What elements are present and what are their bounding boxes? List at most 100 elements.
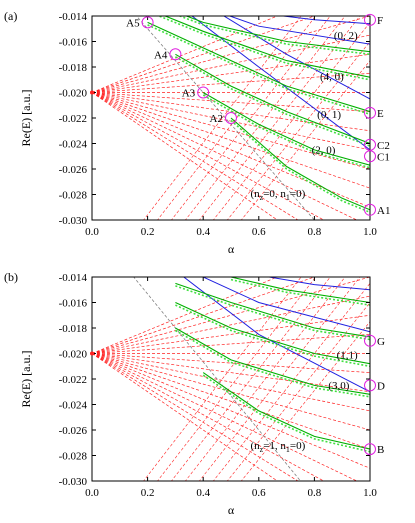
red-dashed-line	[184, 277, 346, 481]
marker-circle	[197, 86, 210, 99]
red-dashed-line	[92, 92, 358, 220]
red-dashed-line	[226, 41, 370, 220]
green-dotted-curve	[230, 278, 370, 306]
panel-label: (b)	[4, 270, 18, 284]
marker-label: A3	[182, 88, 196, 100]
red-dashed-line	[92, 73, 370, 93]
green-curve	[175, 282, 370, 338]
marker-label: B	[377, 444, 384, 456]
red-dashed-line	[92, 16, 316, 93]
green-dotted-curve	[147, 24, 370, 115]
blue-curve	[223, 16, 370, 100]
y-tick-label: -0.022	[59, 113, 87, 125]
y-tick-label: -0.026	[59, 425, 88, 437]
y-tick-label: -0.024	[59, 400, 88, 412]
fan-origin-point	[90, 90, 94, 95]
red-dashed-line	[92, 92, 370, 112]
marker-label: F	[377, 15, 383, 27]
y-tick-label: -0.018	[59, 62, 88, 74]
green-curve	[147, 21, 370, 113]
green-dotted-curve	[175, 285, 370, 341]
y-tick-label: -0.014	[59, 11, 88, 23]
red-dashed-line	[92, 353, 370, 393]
red-dashed-line	[92, 353, 370, 412]
red-dashed-line	[92, 353, 358, 481]
fan-origin-point	[90, 351, 94, 356]
red-dashed-line	[92, 277, 316, 354]
x-axis-label: α	[228, 242, 235, 256]
curve-annotation: (2, 0)	[312, 145, 336, 157]
y-tick-label: -0.018	[59, 323, 88, 335]
curve-annotation: (4, 0)	[320, 71, 344, 83]
red-dashed-line	[92, 295, 370, 354]
red-dashed-line	[198, 277, 361, 481]
x-tick-label: 0.2	[141, 487, 155, 499]
green-dotted-curve	[175, 329, 370, 398]
y-tick-label: -0.014	[59, 272, 88, 284]
green-dotted-curve	[230, 119, 370, 214]
red-dashed-line	[157, 277, 317, 481]
green-curve	[175, 327, 370, 395]
red-dashed-line	[92, 92, 325, 220]
blue-curve	[228, 16, 370, 45]
curve-annotation: (nz=0, n1=0)	[250, 188, 305, 202]
panel-label: (a)	[4, 9, 17, 23]
marker-circle	[364, 379, 376, 392]
marker-circle	[364, 106, 376, 119]
blue-curve	[266, 277, 370, 291]
curve-annotation: (0, 1)	[317, 109, 341, 121]
green-dotted-curve	[156, 16, 370, 81]
green-curve	[184, 16, 370, 53]
red-dashed-line	[92, 16, 279, 93]
plot-frame	[91, 276, 371, 482]
red-dashed-line	[92, 92, 278, 220]
marker-circle	[169, 48, 182, 61]
red-dashed-line	[171, 16, 331, 220]
blue-curve	[182, 277, 370, 393]
curve-annotation: (3,0)	[328, 380, 349, 392]
y-tick-label: -0.026	[59, 164, 88, 176]
green-dotted-curve	[175, 304, 370, 368]
chart-panel: 0.0 0.2 0.4 0.6 0.8 1.0 -0.014 -0.016 -0.018 -0.0…	[4, 9, 390, 256]
red-dashed-line	[240, 60, 370, 220]
red-dashed-line	[92, 314, 370, 354]
y-tick-label: -0.016	[59, 37, 88, 49]
x-tick-label: 0.8	[308, 226, 322, 238]
marker-label: G	[377, 336, 385, 348]
red-dashed-line	[171, 277, 331, 481]
y-tick-label: -0.020	[59, 88, 88, 100]
red-dashed-line	[92, 353, 325, 481]
x-tick-label: 0.6	[252, 487, 266, 499]
green-curve	[202, 92, 370, 166]
y-axis-label: Re(E) [a.u.]	[19, 90, 33, 147]
x-axis-label: α	[228, 503, 235, 517]
x-tick-label: 0.2	[141, 226, 155, 238]
red-dashed-line	[92, 53, 370, 93]
red-dashed-line	[184, 16, 346, 220]
red-dashed-line	[92, 353, 370, 373]
y-axis-label: Re(E) [a.u.]	[19, 351, 33, 408]
green-curve	[202, 372, 370, 450]
marker-label: C1	[377, 151, 390, 163]
red-dashed-line	[92, 277, 370, 354]
chart-panel: 0.0 0.2 0.4 0.6 0.8 1.0 -0.014 -0.016 -0.018 -0.0…	[4, 270, 385, 517]
curve-annotation: (0, 2)	[334, 30, 358, 42]
marker-label: A5	[126, 17, 140, 29]
marker-circle	[225, 112, 237, 124]
marker-label: C2	[377, 140, 390, 152]
red-dashed-line	[92, 353, 370, 469]
curve-annotation: (nz=1, n1=0)	[250, 440, 305, 454]
green-curve	[230, 277, 370, 304]
plot-area	[92, 277, 370, 481]
red-dashed-line	[198, 16, 361, 220]
red-dashed-line	[92, 16, 370, 93]
red-dashed-line	[92, 353, 299, 481]
red-dashed-line	[92, 92, 370, 170]
x-tick-label: 0.0	[85, 487, 99, 499]
curve-annotation: (1,1)	[337, 350, 358, 362]
marker-label: A1	[377, 205, 390, 217]
marker-circle	[364, 334, 376, 347]
x-tick-label: 1.0	[363, 487, 377, 499]
red-dashed-line	[92, 353, 370, 431]
green-curve	[175, 302, 370, 365]
